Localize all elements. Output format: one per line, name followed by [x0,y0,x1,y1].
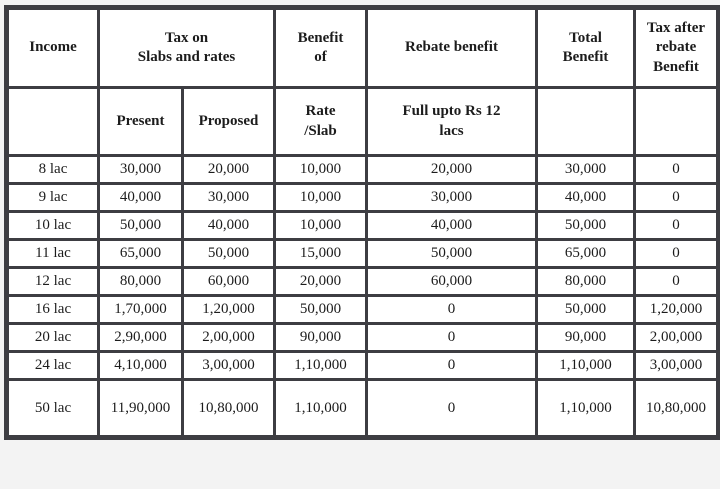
cell-proposed: 20,000 [181,154,276,185]
cell-income: 24 lac [5,350,100,381]
cell-rebate-benefit: 50,000 [365,238,538,269]
cell-rebate-benefit: 0 [365,322,538,353]
cell-proposed: 2,00,000 [181,322,276,353]
cell-proposed: 50,000 [181,238,276,269]
cell-tax-after-rebate: 2,00,000 [633,322,720,353]
cell-proposed: 10,80,000 [181,378,276,439]
cell-rebate-benefit: 30,000 [365,182,538,213]
cell-rate-slab: 90,000 [273,322,368,353]
subheader-present: Present [97,86,184,157]
tax-benefit-table: Income Tax on Slabs and rates Benefit of… [4,5,720,440]
cell-income: 20 lac [5,322,100,353]
cell-rate-slab: 1,10,000 [273,350,368,381]
cell-tax-after-rebate: 0 [633,154,720,185]
cell-present: 4,10,000 [97,350,184,381]
cell-present: 30,000 [97,154,184,185]
cell-rate-slab: 10,000 [273,182,368,213]
cell-proposed: 1,20,000 [181,294,276,325]
cell-tax-after-rebate: 0 [633,210,720,241]
header-tax-after-rebate: Tax after rebate Benefit [633,6,720,89]
subheader-empty-total [535,86,636,157]
cell-present: 11,90,000 [97,378,184,439]
header-tax-on-slabs: Tax on Slabs and rates [97,6,276,89]
table-row: 11 lac 65,000 50,000 15,000 50,000 65,000 0 [5,238,720,269]
cell-total-benefit: 80,000 [535,266,636,297]
cell-rate-slab: 10,000 [273,154,368,185]
cell-rebate-benefit: 60,000 [365,266,538,297]
cell-proposed: 60,000 [181,266,276,297]
table-row: 16 lac 1,70,000 1,20,000 50,000 0 50,000 1,20,… [5,294,720,325]
cell-income: 11 lac [5,238,100,269]
cell-income: 12 lac [5,266,100,297]
cell-tax-after-rebate: 0 [633,266,720,297]
header-total-benefit: Total Benefit [535,6,636,89]
cell-present: 40,000 [97,182,184,213]
cell-total-benefit: 90,000 [535,322,636,353]
cell-proposed: 40,000 [181,210,276,241]
cell-rebate-benefit: 0 [365,378,538,439]
cell-income: 9 lac [5,182,100,213]
cell-rate-slab: 50,000 [273,294,368,325]
header-rebate-benefit: Rebate benefit [365,6,538,89]
cell-total-benefit: 1,10,000 [535,350,636,381]
cell-rate-slab: 10,000 [273,210,368,241]
cell-total-benefit: 50,000 [535,294,636,325]
subheader-empty-tax-after [633,86,720,157]
cell-income: 10 lac [5,210,100,241]
header-row-subcolumns: Present Proposed Rate /Slab Full upto Rs… [5,86,720,157]
cell-rate-slab: 1,10,000 [273,378,368,439]
cell-proposed: 30,000 [181,182,276,213]
subheader-proposed: Proposed [181,86,276,157]
table-row: 8 lac 30,000 20,000 10,000 20,000 30,000 0 [5,154,720,185]
cell-rebate-benefit: 0 [365,350,538,381]
cell-present: 2,90,000 [97,322,184,353]
cell-total-benefit: 65,000 [535,238,636,269]
cell-rebate-benefit: 20,000 [365,154,538,185]
cell-rebate-benefit: 0 [365,294,538,325]
header-row-groups: Income Tax on Slabs and rates Benefit of… [5,6,720,89]
table-row: 20 lac 2,90,000 2,00,000 90,000 0 90,000 2,00,… [5,322,720,353]
table-row: 10 lac 50,000 40,000 10,000 40,000 50,000 0 [5,210,720,241]
cell-rate-slab: 15,000 [273,238,368,269]
cell-income: 16 lac [5,294,100,325]
cell-tax-after-rebate: 3,00,000 [633,350,720,381]
cell-rate-slab: 20,000 [273,266,368,297]
table-row: 9 lac 40,000 30,000 10,000 30,000 40,000 0 [5,182,720,213]
table-body: 8 lac 30,000 20,000 10,000 20,000 30,000 0 9 la… [5,154,720,439]
table-row: 12 lac 80,000 60,000 20,000 60,000 80,000 0 [5,266,720,297]
cell-income: 50 lac [5,378,100,439]
table-row: 24 lac 4,10,000 3,00,000 1,10,000 0 1,10,000 3… [5,350,720,381]
table-row: 50 lac 11,90,000 10,80,000 1,10,000 0 1,10,00… [5,378,720,439]
cell-income: 8 lac [5,154,100,185]
header-income: Income [5,6,100,89]
subheader-empty-income [5,86,100,157]
cell-total-benefit: 50,000 [535,210,636,241]
header-benefit-of: Benefit of [273,6,368,89]
bottom-strip [0,475,720,489]
cell-present: 50,000 [97,210,184,241]
cell-total-benefit: 30,000 [535,154,636,185]
cell-proposed: 3,00,000 [181,350,276,381]
subheader-full-upto-12-lacs: Full upto Rs 12 lacs [365,86,538,157]
cell-present: 65,000 [97,238,184,269]
cell-rebate-benefit: 40,000 [365,210,538,241]
cell-total-benefit: 1,10,000 [535,378,636,439]
cell-tax-after-rebate: 0 [633,182,720,213]
cell-present: 1,70,000 [97,294,184,325]
subheader-rate-slab: Rate /Slab [273,86,368,157]
cell-total-benefit: 40,000 [535,182,636,213]
cell-present: 80,000 [97,266,184,297]
cell-tax-after-rebate: 1,20,000 [633,294,720,325]
cell-tax-after-rebate: 0 [633,238,720,269]
cell-tax-after-rebate: 10,80,000 [633,378,720,439]
